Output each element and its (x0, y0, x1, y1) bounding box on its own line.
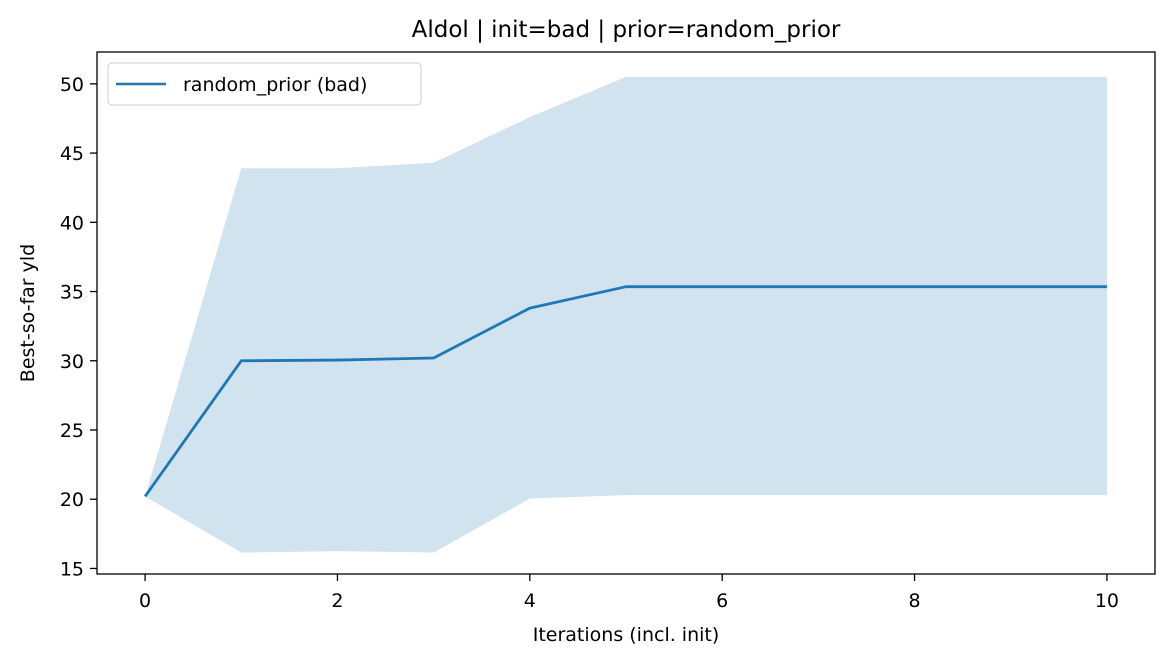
chart-title: Aldol | init=bad | prior=random_prior (412, 17, 841, 43)
y-tick-label: 35 (60, 282, 84, 304)
y-axis-label: Best-so-far yld (17, 244, 39, 382)
y-tick-label: 30 (60, 351, 84, 373)
y-tick-label: 40 (60, 212, 84, 234)
x-tick-label: 10 (1095, 590, 1119, 612)
x-tick-label: 0 (139, 590, 151, 612)
x-tick-label: 6 (716, 590, 728, 612)
legend-box (107, 62, 422, 106)
x-tick-label: 2 (331, 590, 343, 612)
axis-ticks: 0 2 4 6 8 10 15 20 25 30 35 40 45 50 (60, 74, 1119, 612)
axes-frame (96, 51, 1156, 575)
legend: random_prior (bad) (107, 62, 422, 106)
x-tick-label: 8 (908, 590, 920, 612)
series-0-uncertainty-band (145, 76, 1107, 553)
y-tick-label: 45 (60, 143, 84, 165)
y-tick-label: 15 (60, 558, 84, 580)
x-axis-label: Iterations (incl. init) (533, 624, 720, 646)
plot-area (143, 76, 1107, 553)
y-tick-label: 50 (60, 74, 84, 96)
x-tick-label: 4 (524, 590, 536, 612)
legend-entry-label: random_prior (bad) (183, 74, 367, 96)
y-tick-label: 25 (60, 420, 84, 442)
series-0-mean-line (143, 285, 1107, 498)
y-tick-label: 20 (60, 489, 84, 511)
